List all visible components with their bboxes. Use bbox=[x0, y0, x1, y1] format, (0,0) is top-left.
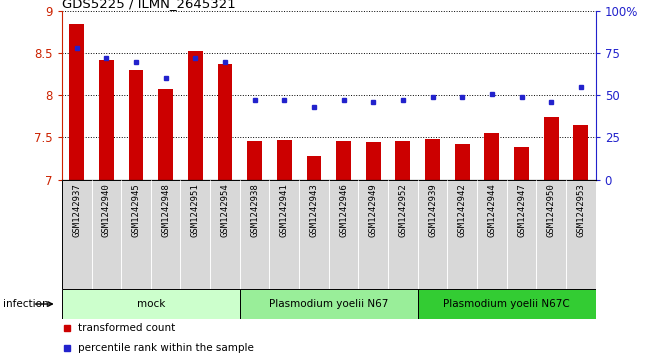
Text: GSM1242937: GSM1242937 bbox=[72, 183, 81, 237]
Text: infection: infection bbox=[3, 299, 49, 309]
Text: GSM1242944: GSM1242944 bbox=[488, 183, 496, 237]
Bar bbox=[277, 140, 292, 180]
Bar bbox=[359, 180, 388, 289]
Bar bbox=[240, 180, 270, 289]
Bar bbox=[128, 70, 143, 180]
Text: GSM1242945: GSM1242945 bbox=[132, 183, 141, 237]
Text: GSM1242943: GSM1242943 bbox=[309, 183, 318, 237]
Text: Plasmodium yoelii N67: Plasmodium yoelii N67 bbox=[269, 299, 389, 309]
Bar bbox=[247, 141, 262, 180]
Text: GSM1242954: GSM1242954 bbox=[221, 183, 229, 237]
Text: GSM1242941: GSM1242941 bbox=[280, 183, 289, 237]
Bar bbox=[62, 289, 240, 319]
Bar bbox=[240, 289, 418, 319]
Bar bbox=[99, 60, 114, 180]
Bar bbox=[329, 180, 359, 289]
Bar bbox=[544, 117, 559, 180]
Bar bbox=[151, 180, 180, 289]
Bar bbox=[574, 125, 589, 180]
Bar bbox=[536, 180, 566, 289]
Bar bbox=[447, 180, 477, 289]
Bar bbox=[217, 64, 232, 180]
Bar bbox=[477, 180, 506, 289]
Bar bbox=[188, 52, 202, 180]
Bar bbox=[299, 180, 329, 289]
Text: GSM1242948: GSM1242948 bbox=[161, 183, 170, 237]
Bar bbox=[566, 180, 596, 289]
Text: mock: mock bbox=[137, 299, 165, 309]
Bar bbox=[514, 147, 529, 180]
Bar bbox=[270, 180, 299, 289]
Text: GSM1242950: GSM1242950 bbox=[547, 183, 556, 237]
Bar bbox=[484, 133, 499, 180]
Bar bbox=[62, 180, 92, 289]
Bar bbox=[418, 180, 447, 289]
Bar bbox=[69, 24, 84, 180]
Bar bbox=[418, 289, 596, 319]
Bar bbox=[396, 141, 410, 180]
Text: GSM1242949: GSM1242949 bbox=[368, 183, 378, 237]
Bar bbox=[425, 139, 440, 180]
Text: percentile rank within the sample: percentile rank within the sample bbox=[78, 343, 254, 354]
Bar bbox=[336, 141, 351, 180]
Bar bbox=[506, 180, 536, 289]
Text: GSM1242952: GSM1242952 bbox=[398, 183, 408, 237]
Bar bbox=[388, 180, 418, 289]
Text: GSM1242953: GSM1242953 bbox=[576, 183, 585, 237]
Bar bbox=[92, 180, 121, 289]
Text: transformed count: transformed count bbox=[78, 323, 175, 334]
Bar bbox=[210, 180, 240, 289]
Bar bbox=[455, 144, 469, 180]
Bar bbox=[307, 156, 322, 180]
Bar bbox=[121, 180, 151, 289]
Text: GSM1242951: GSM1242951 bbox=[191, 183, 200, 237]
Text: GSM1242942: GSM1242942 bbox=[458, 183, 467, 237]
Text: GSM1242946: GSM1242946 bbox=[339, 183, 348, 237]
Text: GDS5225 / ILMN_2645321: GDS5225 / ILMN_2645321 bbox=[62, 0, 236, 10]
Bar bbox=[180, 180, 210, 289]
Bar bbox=[158, 89, 173, 180]
Text: GSM1242938: GSM1242938 bbox=[250, 183, 259, 237]
Text: GSM1242939: GSM1242939 bbox=[428, 183, 437, 237]
Text: Plasmodium yoelii N67C: Plasmodium yoelii N67C bbox=[443, 299, 570, 309]
Text: GSM1242940: GSM1242940 bbox=[102, 183, 111, 237]
Text: GSM1242947: GSM1242947 bbox=[517, 183, 526, 237]
Bar bbox=[366, 142, 381, 180]
